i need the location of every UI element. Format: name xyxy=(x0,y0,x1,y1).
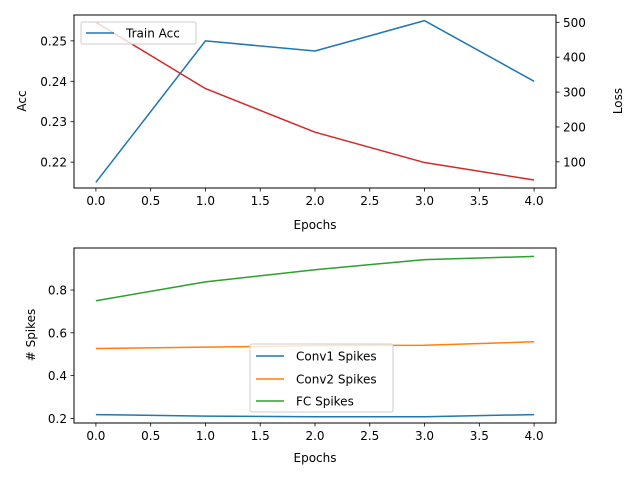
x-tick-label: 2.5 xyxy=(360,429,379,443)
y-tick-label: 0.8 xyxy=(48,284,67,298)
chart0-legend: Train Acc xyxy=(80,21,197,45)
y-tick-label: 0.25 xyxy=(40,34,67,48)
series-line-fc-spikes xyxy=(95,255,535,302)
chart1-x-ticks: 0.0 0.5 1.0 1.5 2.0 2.5 3.0 3.5 4.0 xyxy=(86,423,544,443)
chart1-y-axis-label: # Spikes xyxy=(24,309,38,362)
chart1-y-ticks: 0.2 0.4 0.6 0.8 xyxy=(48,284,74,426)
chart0-y2-axis-label: Loss xyxy=(611,88,625,114)
y2-tick-label: 300 xyxy=(563,86,586,100)
x-tick-label: 2.0 xyxy=(305,429,324,443)
x-tick-label: 1.5 xyxy=(251,194,270,208)
x-tick-label: 4.0 xyxy=(525,194,544,208)
y-tick-label: 0.2 xyxy=(48,412,67,426)
series-line-train-acc xyxy=(95,19,535,183)
chart1-x-axis-label: Epochs xyxy=(294,451,337,465)
x-tick-label: 3.0 xyxy=(415,429,434,443)
y-tick-label: 0.4 xyxy=(48,369,67,383)
x-tick-label: 1.0 xyxy=(196,194,215,208)
x-tick-label: 0.5 xyxy=(141,429,160,443)
y2-tick-label: 100 xyxy=(563,155,586,169)
chart1-legend: Conv1 Spikes Conv2 Spikes FC Spikes xyxy=(249,343,394,413)
y-tick-label: 0.24 xyxy=(40,75,67,89)
x-tick-label: 0.0 xyxy=(86,194,105,208)
chart0-x-axis-label: Epochs xyxy=(294,218,337,232)
y2-tick-label: 500 xyxy=(563,16,586,30)
chart0-x-ticks: 0.0 0.5 1.0 1.5 2.0 2.5 3.0 3.5 4.0 xyxy=(86,188,544,208)
chart1-legend-label-conv2: Conv2 Spikes xyxy=(296,373,377,387)
chart1-legend-box xyxy=(249,343,394,413)
chart1-legend-label-fc: FC Spikes xyxy=(296,395,354,409)
x-tick-label: 2.0 xyxy=(305,194,324,208)
x-tick-label: 3.5 xyxy=(470,194,489,208)
y-tick-label: 0.6 xyxy=(48,326,67,340)
accuracy-loss-chart: 0.0 0.5 1.0 1.5 2.0 2.5 3.0 3.5 4.0 0.22 0.23 0.24… xyxy=(15,14,625,232)
chart0-legend-label-train-acc: Train Acc xyxy=(125,27,180,41)
y-tick-label: 0.23 xyxy=(40,115,67,129)
series-line-conv1-spikes xyxy=(95,413,535,418)
chart1-legend-label-conv1: Conv1 Spikes xyxy=(296,350,377,364)
chart0-series-lines xyxy=(95,19,535,183)
spikes-chart: 0.0 0.5 1.0 1.5 2.0 2.5 3.0 3.5 4.0 0.2 0.4 0.6 0.8… xyxy=(24,247,557,465)
chart0-y-axis-label: Acc xyxy=(15,90,29,111)
x-tick-label: 4.0 xyxy=(525,429,544,443)
y2-tick-label: 400 xyxy=(563,51,586,65)
x-tick-label: 1.0 xyxy=(196,429,215,443)
y2-tick-label: 200 xyxy=(563,120,586,134)
chart0-y2-ticks: 100 200 300 400 500 xyxy=(556,16,586,169)
chart0-y-ticks: 0.22 0.23 0.24 0.25 xyxy=(40,34,74,170)
y-tick-label: 0.22 xyxy=(40,156,67,170)
x-tick-label: 0.0 xyxy=(86,429,105,443)
x-tick-label: 0.5 xyxy=(141,194,160,208)
series-line-series-1 xyxy=(95,21,535,181)
x-tick-label: 3.0 xyxy=(415,194,434,208)
x-tick-label: 1.5 xyxy=(251,429,270,443)
x-tick-label: 3.5 xyxy=(470,429,489,443)
x-tick-label: 2.5 xyxy=(360,194,379,208)
chart0-legend-box xyxy=(80,21,197,45)
